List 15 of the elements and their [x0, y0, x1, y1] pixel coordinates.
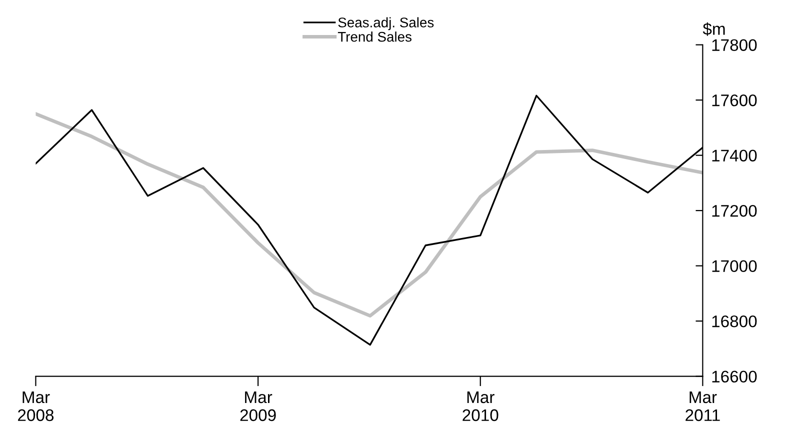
y-tick-label: 16800 [712, 315, 757, 328]
legend-label: Trend Sales [338, 32, 412, 42]
y-axis-title: $m [702, 22, 725, 36]
y-tick-label: 17600 [712, 94, 757, 106]
x-tick-label: Mar 2008 [18, 392, 54, 422]
y-tick-label: 17200 [712, 204, 757, 217]
legend-label: Seas.adj. Sales [338, 17, 434, 30]
x-tick-label: Mar 2010 [462, 392, 498, 422]
y-tick-label: 16600 [712, 370, 757, 383]
y-tick-label: 17800 [712, 39, 757, 52]
y-tick-label: 17400 [712, 150, 757, 162]
line-series [36, 112, 703, 318]
y-tick-label: 17000 [712, 260, 757, 272]
x-tick-label: Mar 2009 [240, 392, 276, 422]
x-tick-label: Mar 2011 [686, 392, 720, 422]
